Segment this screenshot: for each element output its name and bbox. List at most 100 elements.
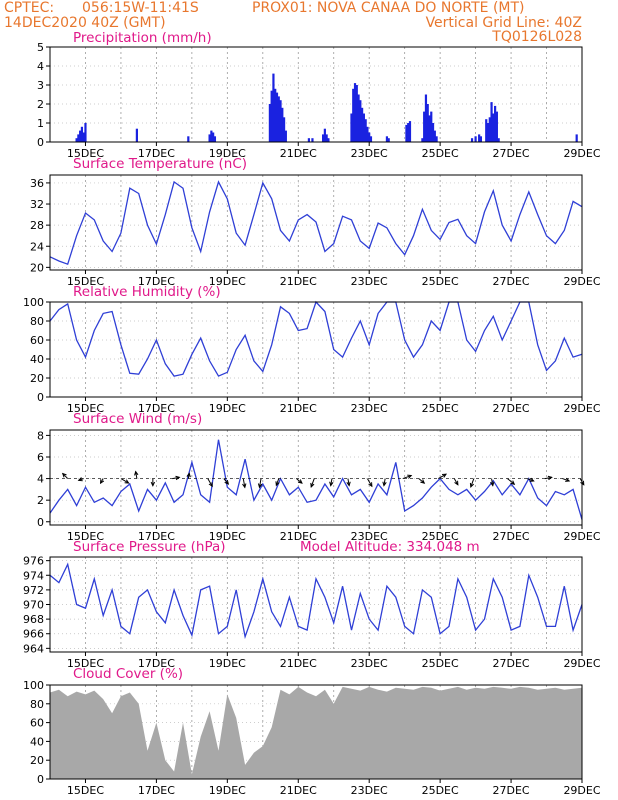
wind-vector [470, 478, 475, 488]
wind-vector [258, 478, 262, 488]
pres-y-tick-label: 968 [23, 613, 44, 626]
wind-y-tick-label: 8 [37, 429, 44, 442]
prec-bar [478, 134, 481, 142]
cloud-y-tick-label: 60 [30, 717, 44, 730]
rh-y-tick-label: 40 [30, 353, 44, 366]
prec-bar [361, 107, 364, 142]
prec-bar [307, 138, 311, 142]
temp-x-tick-label: 19DEC [209, 275, 246, 288]
prec-bar [431, 123, 435, 142]
prec-bar [428, 115, 431, 142]
wind-y-tick-label: 2 [37, 494, 44, 507]
prec-x-tick-label: 17DEC [138, 147, 175, 160]
wind-vector-head [77, 477, 83, 482]
wind-x-tick-label: 19DEC [209, 530, 246, 543]
prec-bar [84, 123, 87, 142]
wind-vector-head [208, 482, 213, 488]
pressure-panel: Surface Pressure (hPa) Model Altitude: 3… [23, 539, 601, 670]
wind-vector-head [61, 472, 67, 478]
wind-vector-head [150, 481, 156, 487]
pres-y-tick-label: 964 [23, 642, 44, 655]
wind-vector [491, 478, 494, 486]
wind-vector [418, 478, 425, 484]
temp-y-tick-label: 32 [30, 198, 44, 211]
wind-frame [49, 429, 583, 526]
pres-y-tick-label: 976 [23, 555, 44, 568]
temp-x-tick-label: 21DEC [280, 275, 317, 288]
prec-bar [486, 123, 490, 142]
header-date: 14DEC2020 40Z (GMT) [4, 15, 166, 31]
rh-x-tick-label: 21DEC [280, 402, 317, 415]
wind-vector [207, 478, 213, 487]
wind-vector-head [242, 483, 247, 489]
pres-y-tick-label: 966 [23, 628, 44, 641]
wind-vector-head [442, 473, 448, 478]
prec-bar [80, 126, 84, 142]
wind-vector-head [175, 475, 181, 481]
rh-y-tick-label: 100 [23, 296, 44, 309]
wind-vector-head [454, 480, 459, 486]
wind-vector-head [297, 479, 303, 484]
prec-bar [359, 100, 362, 142]
prec-y-tick-label: 2 [37, 98, 44, 111]
header-coordinates: 056:15W-11:41S [82, 0, 199, 16]
wind-vector [383, 478, 386, 486]
prec-bar [210, 130, 213, 142]
prec-bar [352, 88, 355, 142]
cloud-x-tick-label: 21DEC [280, 784, 317, 797]
cloud-y-tick-label: 0 [37, 773, 44, 786]
wind-x-tick-label: 25DEC [422, 530, 459, 543]
prec-bar [488, 117, 491, 142]
wind-vector-head [420, 479, 426, 484]
pres-x-tick-label: 27DEC [493, 657, 530, 670]
prec-bar [75, 138, 78, 142]
prec-bar [274, 88, 277, 142]
wind-vector [223, 478, 229, 485]
temp-x-tick-label: 25DEC [422, 275, 459, 288]
prec-bar [275, 92, 279, 142]
prec-bar [492, 113, 495, 142]
prec-bar [407, 123, 410, 142]
pres-x-tick-label: 21DEC [280, 657, 317, 670]
prec-bar [355, 85, 358, 142]
cloud-y-tick-label: 40 [30, 735, 44, 748]
prec-x-tick-label: 21DEC [280, 147, 317, 160]
cloud-cover-title: Cloud Cover (%) [73, 666, 183, 682]
prec-bar [213, 136, 217, 142]
pres-x-tick-label: 19DEC [209, 657, 246, 670]
prec-bar [474, 136, 477, 142]
prec-y-tick-label: 4 [37, 60, 44, 73]
prec-x-tick-label: 15DEC [67, 147, 104, 160]
rh-x-tick-label: 23DEC [351, 402, 388, 415]
pres-x-tick-label: 25DEC [422, 657, 459, 670]
wind-y-tick-label: 6 [37, 451, 44, 464]
prec-x-tick-label: 27DEC [493, 147, 530, 160]
prec-y-tick-label: 0 [37, 136, 44, 149]
wind-x-tick-label: 29DEC [563, 530, 600, 543]
prec-bar [325, 134, 328, 142]
precipitation-panel: Precipitation (mm/h) 0 1 2 3 4 5 15DEC 17DEC 19D… [37, 30, 601, 160]
model-altitude: Model Altitude: 334.048 m [300, 539, 480, 555]
wind-vector-head [529, 477, 535, 482]
prec-bar [77, 134, 80, 142]
prec-bar [282, 117, 286, 142]
cloud-y-tick-label: 80 [30, 698, 44, 711]
prec-bar [470, 138, 474, 142]
cloud-x-tick-label: 27DEC [493, 784, 530, 797]
prec-bar [82, 132, 85, 142]
prec-bar [208, 134, 211, 142]
pres-y-tick-label: 970 [23, 599, 44, 612]
cloud-y-tick-label: 20 [30, 754, 44, 767]
wind-vector-head [186, 472, 191, 478]
prec-bar [270, 90, 273, 142]
wind-vector [562, 478, 570, 482]
humidity-panel: Relative Humidity (%) 0 20 40 60 80 100 15DEC 1… [23, 284, 601, 415]
temp-series-line [49, 180, 583, 266]
cloud-x-tick-label: 15DEC [67, 784, 104, 797]
pressure-title: Surface Pressure (hPa) [73, 539, 226, 555]
prec-bar [490, 102, 493, 142]
prec-y-tick-label: 5 [37, 41, 44, 54]
wind-x-tick-label: 17DEC [138, 530, 175, 543]
wind-plot: 0 2 4 6 8 15DEC 17DEC 19DEC 21DEC 23DEC 25DEC 27DEC… [37, 429, 601, 543]
pres-series-line [49, 562, 583, 640]
